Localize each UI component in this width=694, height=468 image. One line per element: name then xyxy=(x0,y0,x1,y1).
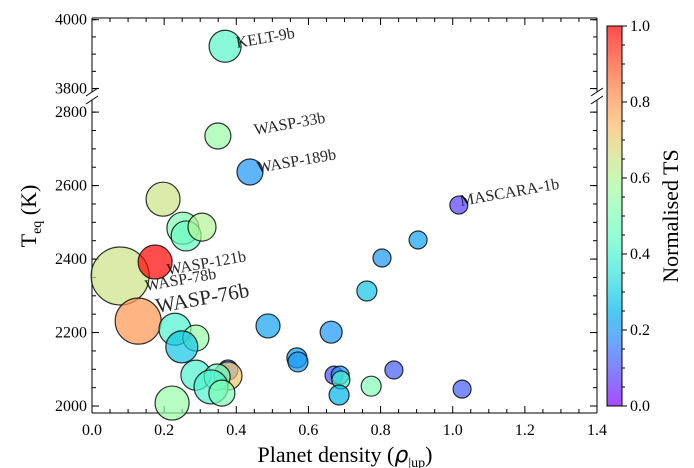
colorbar-tick-label: 0.2 xyxy=(630,322,650,339)
colorbar-label: Normalised TS xyxy=(658,149,683,282)
data-point xyxy=(360,375,382,397)
y-tick-label: 2600 xyxy=(55,178,87,195)
data-point xyxy=(137,244,173,280)
colorbar xyxy=(606,25,623,407)
data-point xyxy=(449,195,469,215)
x-tick-label: 1.2 xyxy=(515,422,535,439)
data-point xyxy=(145,181,181,217)
data-point xyxy=(154,385,190,421)
y-tick-label: 2000 xyxy=(55,398,87,415)
data-point xyxy=(319,320,343,344)
colorbar-tick-label: 0.6 xyxy=(630,170,650,187)
x-tick-label: 0.0 xyxy=(82,422,102,439)
colorbar-tick-label: 0.0 xyxy=(630,398,650,415)
y-tick-label: 4000 xyxy=(55,12,87,29)
y-tick-label: 2800 xyxy=(55,104,87,121)
point-label: KELT-9b xyxy=(235,25,296,52)
y-axis-label: Teq (K) xyxy=(16,185,45,248)
colorbar-tick-label: 0.8 xyxy=(630,94,650,111)
colorbar-tick-label: 1.0 xyxy=(630,18,650,35)
data-point xyxy=(255,313,281,339)
data-point xyxy=(187,212,217,242)
data-point xyxy=(328,384,350,406)
point-label: WASP-33b xyxy=(253,110,327,139)
data-point xyxy=(287,351,309,373)
axis-break xyxy=(590,95,604,105)
colorbar-tick-label: 0.4 xyxy=(630,246,650,263)
y-tick-label: 3800 xyxy=(55,81,87,98)
axis-break xyxy=(85,95,99,105)
data-point xyxy=(114,297,162,345)
data-point xyxy=(208,379,236,407)
data-point xyxy=(408,230,428,250)
data-point xyxy=(236,158,264,186)
x-tick-label: 1.4 xyxy=(587,422,607,439)
x-tick-label: 0.6 xyxy=(298,422,318,439)
x-tick-label: 0.8 xyxy=(371,422,391,439)
x-tick-label: 0.2 xyxy=(154,422,174,439)
data-point xyxy=(208,29,242,63)
axis-break xyxy=(85,87,99,97)
x-axis-label: Planet density (ρ|up) xyxy=(258,442,433,468)
data-point xyxy=(384,360,404,380)
x-tick-label: 0.4 xyxy=(226,422,246,439)
point-label: MASCARA-1b xyxy=(459,176,561,210)
y-tick-label: 2400 xyxy=(55,251,87,268)
x-tick-label: 1.0 xyxy=(443,422,463,439)
point-label: WASP-189b xyxy=(256,146,338,177)
data-point xyxy=(204,122,232,150)
axis-break xyxy=(590,87,604,97)
data-point xyxy=(452,379,472,399)
data-point xyxy=(165,330,199,364)
data-point xyxy=(372,248,392,268)
y-tick-label: 2200 xyxy=(55,325,87,342)
data-point xyxy=(356,280,378,302)
